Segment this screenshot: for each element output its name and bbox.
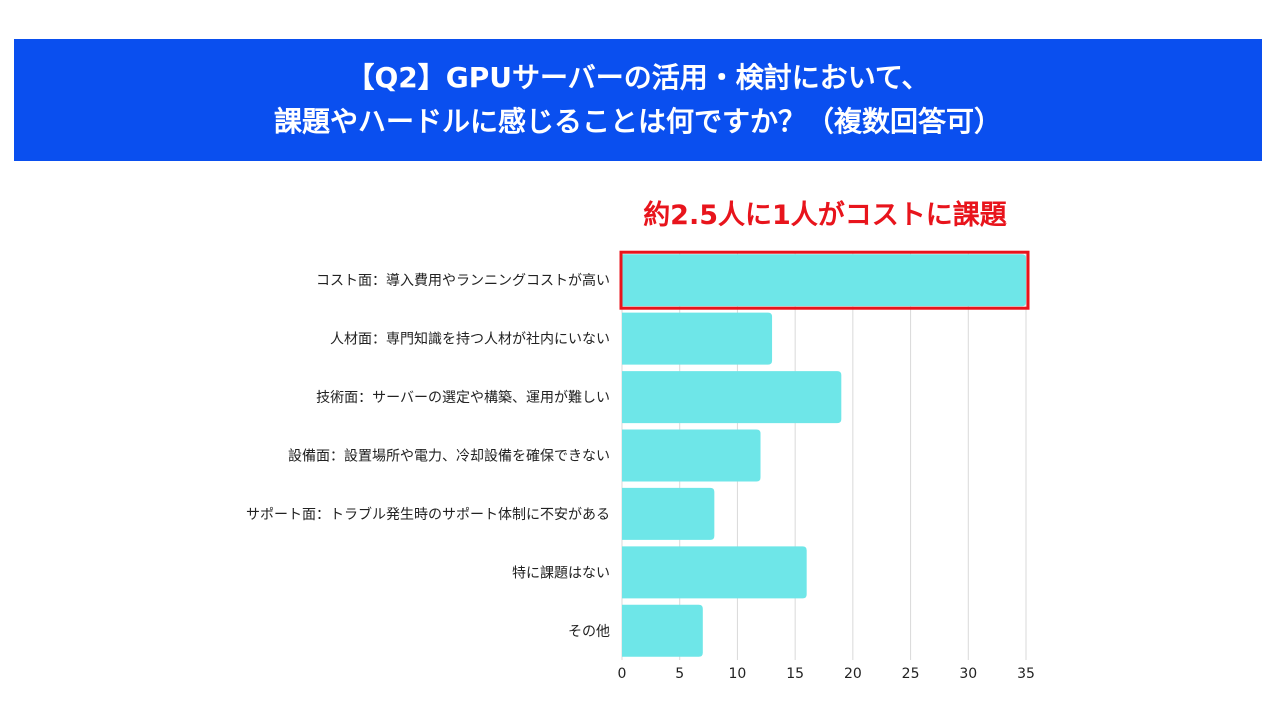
title-line-1: 【Q2】GPUサーバーの活用・検討において、: [346, 61, 930, 94]
x-tick-label-15: 15: [786, 666, 804, 682]
category-label-5: 特に課題はない: [512, 565, 610, 581]
bar-4: [622, 487, 715, 540]
category-label-4: サポート面：トラブル発生時のサポート体制に不安がある: [246, 506, 610, 523]
title-line-2: 課題やハードルに感じることは何ですか？（複数回答可）: [273, 105, 1002, 138]
x-tick-label-5: 5: [675, 666, 684, 682]
highlight-box: [619, 250, 1030, 310]
category-label-6: その他: [568, 624, 610, 640]
title-banner: 【Q2】GPUサーバーの活用・検討において、 課題やハードルに感じることは何です…: [14, 39, 1262, 161]
bar-3: [622, 429, 761, 482]
bar-6: [622, 604, 703, 657]
x-tick-label-25: 25: [902, 666, 920, 682]
bar-1: [622, 312, 773, 365]
category-label-0: コスト面：導入費用やランニングコストが高い: [316, 272, 610, 289]
category-label-1: 人材面：専門知識を持つ人材が社内にいない: [330, 331, 610, 348]
x-tick-label-0: 0: [618, 666, 627, 682]
bar-2: [622, 371, 842, 424]
x-tick-label-35: 35: [1017, 666, 1035, 682]
x-tick-label-30: 30: [959, 666, 977, 682]
category-label-3: 設備面：設置場所や電力、冷却設備を確保できない: [288, 449, 610, 465]
bar-0: [622, 254, 1026, 307]
key-finding-headline: 約2.5人に1人がコストに課題: [643, 200, 1007, 231]
bar-5: [622, 546, 807, 599]
x-tick-label-20: 20: [844, 666, 862, 682]
x-tick-label-10: 10: [729, 666, 747, 682]
category-label-2: 技術面：サーバーの選定や構築、運用が難しい: [316, 390, 610, 406]
